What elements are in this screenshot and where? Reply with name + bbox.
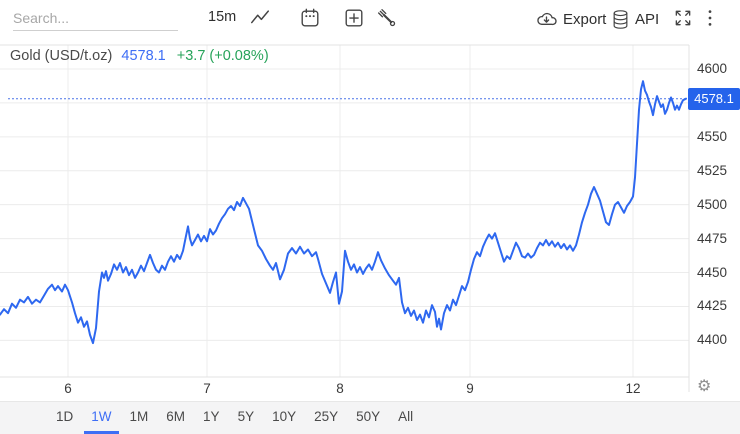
x-axis-label: 9 (466, 381, 474, 396)
indicators-button[interactable] (377, 7, 399, 29)
export-button[interactable]: Export (535, 7, 606, 31)
last-price-badge: 4578.1 (688, 87, 740, 110)
search-placeholder: Search... (13, 10, 70, 26)
x-axis-label: 8 (336, 381, 344, 396)
price-line (0, 80, 687, 345)
fullscreen-button[interactable] (673, 7, 695, 29)
settings-gear-icon[interactable]: ⚙ (697, 378, 712, 395)
timeframe-1y[interactable]: 1Y (196, 402, 227, 434)
y-axis-label: 4425 (697, 298, 728, 314)
toolbar: Search... 15m (0, 0, 740, 45)
database-icon (613, 9, 628, 29)
interval-selector[interactable]: 15m (208, 9, 237, 25)
timeframe-5y[interactable]: 5Y (231, 402, 262, 434)
y-axis-label: 4400 (697, 332, 728, 348)
y-axis-label: 4550 (697, 128, 728, 144)
price-change-text: +3.7 (+0.08%) (176, 48, 269, 64)
timeframe-10y[interactable]: 10Y (265, 402, 303, 434)
line-chart-icon (251, 10, 269, 24)
wrench-icon (378, 9, 396, 27)
last-price-text: 4578.1 (121, 48, 166, 64)
timeframe-all[interactable]: All (391, 402, 420, 434)
y-axis-label: 4475 (697, 230, 728, 246)
kebab-menu-icon (708, 10, 712, 26)
export-label: Export (563, 10, 607, 28)
x-axis-label: 7 (203, 381, 211, 396)
search-input[interactable]: Search... (13, 6, 178, 31)
y-axis-label: 4500 (697, 196, 728, 212)
chart-type-button[interactable] (249, 7, 271, 29)
fullscreen-icon (675, 10, 691, 26)
timeframe-6m[interactable]: 6M (159, 402, 192, 434)
compare-button[interactable] (343, 7, 365, 29)
y-axis-label: 4450 (697, 264, 728, 280)
api-button[interactable]: API (611, 7, 659, 31)
timeframe-1m[interactable]: 1M (123, 402, 156, 434)
timeframe-1d[interactable]: 1D (49, 402, 80, 434)
plus-square-icon (345, 9, 363, 27)
date-range-button[interactable] (299, 7, 321, 29)
chart-legend: Gold (USD/t.oz) 4578.1 +3.7 (+0.08%) (10, 48, 269, 64)
timeframe-25y[interactable]: 25Y (307, 402, 345, 434)
calendar-icon (301, 8, 319, 27)
x-axis-label: 6 (64, 381, 72, 396)
api-label: API (635, 10, 660, 28)
y-axis-label: 4600 (697, 61, 728, 76)
cloud-download-icon (537, 12, 557, 25)
timeframe-50y[interactable]: 50Y (349, 402, 387, 434)
timeframe-1w[interactable]: 1W (84, 402, 119, 434)
timeframe-bar: 1D 1W 1M 6M 1Y 5Y 10Y 25Y 50Y All (0, 401, 740, 434)
y-axis-label: 4525 (697, 162, 728, 178)
more-menu-button[interactable] (702, 7, 718, 29)
instrument-name: Gold (USD/t.oz) (10, 48, 113, 64)
x-axis-label: 12 (625, 381, 641, 396)
